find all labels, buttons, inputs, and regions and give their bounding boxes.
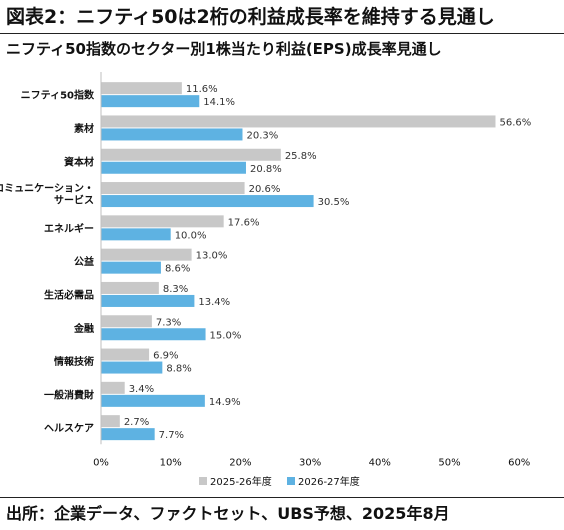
data-label: 13.4% <box>198 297 230 308</box>
data-label: 25.8% <box>285 151 317 162</box>
category-label: 素材 <box>74 122 94 135</box>
category-label: 金融 <box>73 322 94 335</box>
category-label: 生活必需品 <box>44 288 94 301</box>
bar-2026-27 <box>101 428 155 441</box>
bar-2026-27 <box>101 128 243 141</box>
bar-2025-26 <box>101 315 152 328</box>
category-label: ヘルスケア <box>44 423 94 435</box>
data-label: 14.9% <box>209 397 241 408</box>
category-label: ニフティ50指数 <box>21 89 95 102</box>
bar-2026-27 <box>101 95 200 108</box>
data-label: 20.3% <box>246 130 278 141</box>
category-label: コミュニケーション・サービス <box>0 183 94 207</box>
data-label: 13.0% <box>196 251 228 262</box>
chart-subtitle: ニフティ50指数のセクター別1株当たり利益(EPS)成長率見通し <box>6 40 442 58</box>
data-label: 7.7% <box>159 430 184 441</box>
legend-label: 2025-26年度 <box>210 475 272 488</box>
chart-title: 図表2：ニフティ50は2桁の利益成長率を維持する見通し <box>6 6 495 28</box>
bar-2026-27 <box>101 328 206 341</box>
bar-2026-27 <box>101 294 195 307</box>
data-label: 3.4% <box>129 384 154 395</box>
source-note: 出所：企業データ、ファクトセット、UBS予想、2025年8月 <box>6 504 450 523</box>
bar-2026-27 <box>101 361 163 374</box>
data-label: 14.1% <box>203 97 235 108</box>
legend-swatch <box>199 477 207 485</box>
x-tick-label: 40% <box>369 457 391 468</box>
x-tick-label: 0% <box>93 457 109 468</box>
data-label: 8.3% <box>163 284 188 295</box>
category-label: 資本材 <box>64 155 94 168</box>
x-tick-label: 60% <box>508 457 530 468</box>
data-label: 2.7% <box>124 417 149 428</box>
data-label: 10.0% <box>175 230 207 241</box>
bar-2025-26 <box>101 415 120 428</box>
bar-2025-26 <box>101 182 245 195</box>
bar-2026-27 <box>101 228 171 241</box>
x-tick-label: 50% <box>438 457 460 468</box>
category-label: 一般消費財 <box>44 388 94 401</box>
x-tick-label: 20% <box>229 457 251 468</box>
bar-2026-27 <box>101 261 161 274</box>
x-tick-label: 30% <box>299 457 321 468</box>
data-label: 56.6% <box>500 117 532 128</box>
bar-2025-26 <box>101 381 125 394</box>
bar-2026-27 <box>101 161 246 174</box>
source-divider <box>0 497 564 498</box>
data-label: 20.6% <box>249 184 281 195</box>
bar-2025-26 <box>101 115 496 128</box>
x-tick-label: 10% <box>160 457 182 468</box>
data-label: 20.8% <box>250 164 282 175</box>
data-label: 8.8% <box>166 364 191 375</box>
category-label: 情報技術 <box>54 355 94 368</box>
bar-2026-27 <box>101 394 205 407</box>
data-label: 17.6% <box>228 217 260 228</box>
category-label: エネルギー <box>44 222 94 235</box>
bar-2025-26 <box>101 82 182 95</box>
data-label: 6.9% <box>153 351 178 362</box>
bar-2025-26 <box>101 248 192 261</box>
data-label: 15.0% <box>210 330 242 341</box>
bar-2026-27 <box>101 195 314 208</box>
data-label: 7.3% <box>156 317 181 328</box>
data-label: 11.6% <box>186 84 218 95</box>
bar-2025-26 <box>101 281 159 294</box>
data-label: 30.5% <box>318 197 350 208</box>
bar-2025-26 <box>101 348 150 361</box>
title-divider <box>0 33 564 34</box>
legend-label: 2026-27年度 <box>298 475 360 488</box>
bar-2025-26 <box>101 148 281 161</box>
bar-chart: ニフティ50指数11.6%14.1%素材56.6%20.3%資本材25.8%20… <box>0 72 532 488</box>
legend-swatch <box>287 477 295 485</box>
bar-2025-26 <box>101 215 224 228</box>
data-label: 8.6% <box>165 264 190 275</box>
category-label: 公益 <box>74 255 94 268</box>
